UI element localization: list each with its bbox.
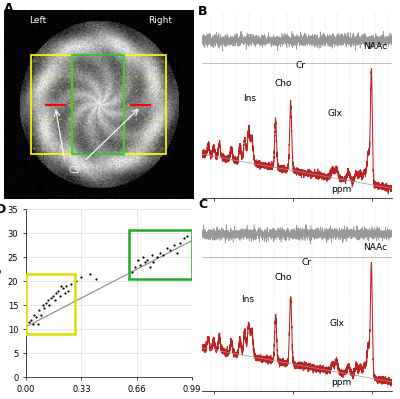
- Text: ppm: ppm: [331, 185, 352, 194]
- Point: [142, 259, 148, 265]
- Point: [164, 245, 170, 251]
- Text: B: B: [198, 4, 208, 18]
- Point: [44, 297, 51, 304]
- Point: [160, 252, 167, 258]
- Point: [137, 261, 143, 268]
- Text: Cr: Cr: [302, 258, 312, 267]
- Point: [60, 285, 66, 292]
- Bar: [30, 55, 72, 154]
- Point: [180, 235, 187, 241]
- Text: Cho: Cho: [275, 79, 292, 88]
- Y-axis label: Glx  mmoles/Kg H₂O: Glx mmoles/Kg H₂O: [0, 247, 2, 339]
- Point: [154, 254, 160, 261]
- Text: Left: Left: [30, 16, 47, 25]
- Point: [48, 295, 54, 301]
- Point: [147, 264, 153, 270]
- Point: [55, 288, 61, 294]
- Bar: [72, 55, 124, 154]
- Point: [93, 276, 100, 282]
- Point: [34, 321, 41, 328]
- Bar: [26, 274, 76, 334]
- Point: [38, 312, 44, 318]
- Point: [41, 304, 48, 311]
- Text: Glx: Glx: [330, 319, 344, 328]
- Point: [43, 300, 49, 306]
- Text: Cr: Cr: [296, 61, 306, 70]
- Text: NAAc: NAAc: [363, 42, 387, 51]
- Point: [56, 292, 63, 299]
- Point: [65, 288, 71, 294]
- Bar: [124, 55, 166, 154]
- Point: [157, 249, 163, 256]
- Text: ppm: ppm: [331, 379, 352, 387]
- Point: [51, 297, 58, 304]
- Point: [144, 257, 150, 263]
- Point: [53, 290, 59, 296]
- Point: [50, 292, 56, 299]
- Point: [31, 312, 38, 318]
- Point: [148, 252, 155, 258]
- Point: [86, 271, 93, 277]
- Point: [46, 302, 53, 308]
- Point: [68, 280, 74, 287]
- Text: Ins: Ins: [243, 94, 256, 103]
- Point: [78, 273, 84, 280]
- Point: [28, 316, 34, 323]
- Point: [73, 278, 80, 284]
- Text: C: C: [198, 198, 207, 211]
- Point: [58, 283, 64, 289]
- Text: Right: Right: [148, 16, 172, 25]
- Point: [36, 307, 43, 313]
- Point: [33, 314, 39, 320]
- Point: [128, 269, 135, 275]
- Bar: [129, 229, 192, 279]
- Point: [177, 240, 184, 246]
- Point: [26, 319, 32, 325]
- Text: Cho: Cho: [275, 273, 292, 282]
- Text: Glx: Glx: [328, 109, 342, 118]
- Point: [132, 264, 138, 270]
- Text: Ins: Ins: [241, 295, 254, 304]
- Text: D: D: [0, 203, 6, 216]
- Text: CS: CS: [69, 166, 80, 175]
- Point: [170, 242, 177, 249]
- Point: [30, 321, 36, 328]
- Point: [150, 259, 157, 265]
- Point: [61, 290, 68, 296]
- Point: [40, 302, 46, 308]
- Point: [63, 283, 70, 289]
- Point: [184, 233, 190, 239]
- Point: [167, 247, 174, 253]
- Point: [140, 254, 146, 261]
- Text: NAAc: NAAc: [363, 243, 387, 252]
- Point: [135, 257, 142, 263]
- Point: [174, 249, 180, 256]
- Text: A: A: [4, 2, 14, 16]
